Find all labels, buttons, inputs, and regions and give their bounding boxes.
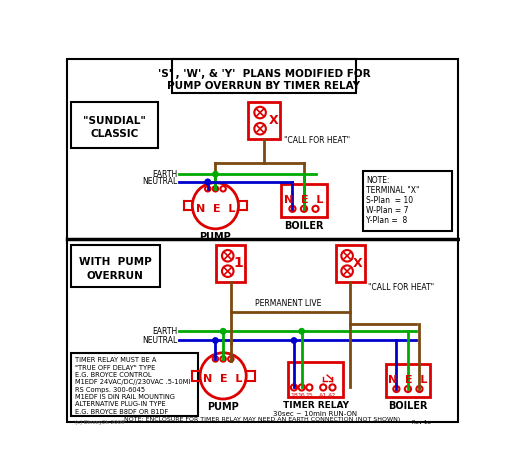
Bar xyxy=(248,102,280,139)
Text: 16: 16 xyxy=(298,394,306,398)
Text: 15: 15 xyxy=(306,394,313,398)
Text: N  E  L: N E L xyxy=(388,375,428,385)
Text: X: X xyxy=(268,114,278,127)
Text: M1EDF IS DIN RAIL MOUNTING: M1EDF IS DIN RAIL MOUNTING xyxy=(75,394,175,400)
Text: BOILER: BOILER xyxy=(388,401,428,411)
Text: NEUTRAL: NEUTRAL xyxy=(142,178,178,187)
Text: Y-Plan =  8: Y-Plan = 8 xyxy=(367,216,408,225)
Bar xyxy=(362,171,452,231)
Text: OVERRUN: OVERRUN xyxy=(87,271,144,281)
Text: TIMER RELAY: TIMER RELAY xyxy=(283,401,349,410)
Circle shape xyxy=(212,338,218,343)
Bar xyxy=(72,245,160,288)
Text: X: X xyxy=(353,257,362,270)
Text: "CALL FOR HEAT": "CALL FOR HEAT" xyxy=(368,284,434,292)
Circle shape xyxy=(291,338,296,343)
Text: 30sec ~ 10min RUN-ON: 30sec ~ 10min RUN-ON xyxy=(273,411,357,416)
Text: "CALL FOR HEAT": "CALL FOR HEAT" xyxy=(284,136,350,145)
Text: (c) Binsey2k 2009: (c) Binsey2k 2009 xyxy=(75,420,124,425)
Text: EARTH: EARTH xyxy=(153,327,178,336)
Text: W-Plan = 7: W-Plan = 7 xyxy=(367,206,409,215)
Bar xyxy=(335,245,365,282)
Text: S-Plan  = 10: S-Plan = 10 xyxy=(367,196,414,205)
Text: Rev 1a: Rev 1a xyxy=(412,420,431,425)
Bar xyxy=(216,245,245,282)
Text: PERMANENT LIVE: PERMANENT LIVE xyxy=(255,299,322,308)
Bar xyxy=(386,364,430,397)
Text: 1: 1 xyxy=(233,257,243,270)
Text: A2: A2 xyxy=(328,394,336,398)
Text: NEUTRAL: NEUTRAL xyxy=(142,336,178,345)
Text: BOILER: BOILER xyxy=(284,221,324,231)
Text: TIMER RELAY MUST BE A: TIMER RELAY MUST BE A xyxy=(75,357,157,364)
Text: N  E  L: N E L xyxy=(284,195,324,205)
Text: CLASSIC: CLASSIC xyxy=(91,129,139,139)
Bar xyxy=(72,353,199,416)
Text: 18: 18 xyxy=(290,394,298,398)
Bar xyxy=(288,362,343,397)
Text: TERMINAL "X": TERMINAL "X" xyxy=(367,186,420,195)
Text: N  E  L: N E L xyxy=(196,204,235,214)
Text: E.G. BROYCE CONTROL: E.G. BROYCE CONTROL xyxy=(75,372,152,378)
Text: ALTERNATIVE PLUG-IN TYPE: ALTERNATIVE PLUG-IN TYPE xyxy=(75,401,166,407)
Circle shape xyxy=(212,171,218,177)
Text: NOTE:: NOTE: xyxy=(367,176,390,185)
Bar xyxy=(72,102,158,148)
Bar xyxy=(172,59,356,92)
Bar xyxy=(281,184,327,217)
Text: E.G. BROYCE B8DF OR B1DF: E.G. BROYCE B8DF OR B1DF xyxy=(75,409,168,415)
Text: A1: A1 xyxy=(319,394,327,398)
Text: "SUNDIAL": "SUNDIAL" xyxy=(83,116,146,126)
Text: NOTE: ENCLOSURE FOR TIMER RELAY MAY NEED AN EARTH CONNECTION (NOT SHOWN): NOTE: ENCLOSURE FOR TIMER RELAY MAY NEED… xyxy=(124,416,400,422)
Text: RS Comps. 300-6045: RS Comps. 300-6045 xyxy=(75,387,145,393)
Text: WITH  PUMP: WITH PUMP xyxy=(79,257,152,267)
Circle shape xyxy=(299,328,304,334)
Circle shape xyxy=(205,179,210,185)
Text: 'S' , 'W', & 'Y'  PLANS MODIFIED FOR: 'S' , 'W', & 'Y' PLANS MODIFIED FOR xyxy=(158,69,370,79)
Circle shape xyxy=(221,328,226,334)
Text: EARTH: EARTH xyxy=(153,169,178,178)
Text: M1EDF 24VAC/DC//230VAC .5-10MI: M1EDF 24VAC/DC//230VAC .5-10MI xyxy=(75,379,190,386)
Text: PUMP: PUMP xyxy=(207,403,239,413)
Text: PUMP OVERRUN BY TIMER RELAY: PUMP OVERRUN BY TIMER RELAY xyxy=(167,81,360,91)
Text: PUMP: PUMP xyxy=(200,232,231,242)
Text: N  E  L: N E L xyxy=(203,374,243,384)
Text: "TRUE OFF DELAY" TYPE: "TRUE OFF DELAY" TYPE xyxy=(75,365,156,371)
